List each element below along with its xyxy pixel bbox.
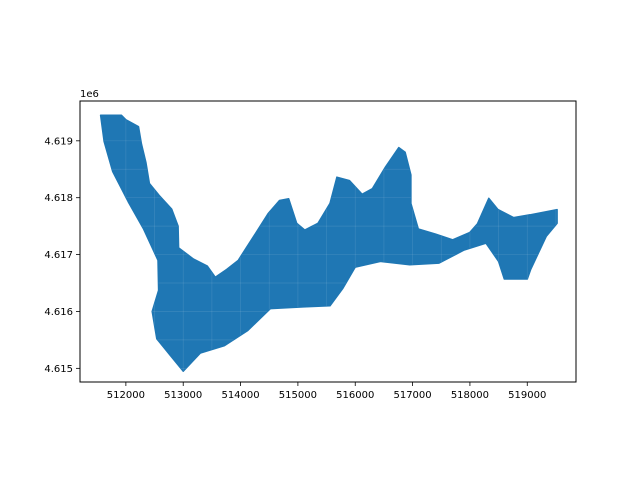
x-tick-label: 517000	[393, 390, 431, 401]
region-polygon	[99, 114, 558, 372]
x-tick-label: 518000	[451, 390, 489, 401]
x-tick-label: 512000	[107, 390, 145, 401]
y-tick-label: 4.616	[44, 307, 73, 318]
y-tick-label: 4.618	[44, 193, 73, 204]
y-tick-label: 4.617	[44, 250, 73, 261]
x-tick-label: 514000	[221, 390, 259, 401]
y-tick-label: 4.615	[44, 364, 73, 375]
x-tick-label: 513000	[164, 390, 202, 401]
x-tick-label: 519000	[508, 390, 546, 401]
x-tick-label: 515000	[279, 390, 317, 401]
y-axis: 4.615 4.616 4.617 4.618 4.619	[44, 136, 80, 375]
y-tick-label: 4.619	[44, 136, 73, 147]
y-axis-offset-label: 1e6	[80, 89, 99, 100]
x-tick-label: 516000	[336, 390, 374, 401]
axes-frame	[79, 100, 577, 383]
x-axis: 512000 513000 514000 515000 516000 517000 5180…	[107, 382, 546, 401]
